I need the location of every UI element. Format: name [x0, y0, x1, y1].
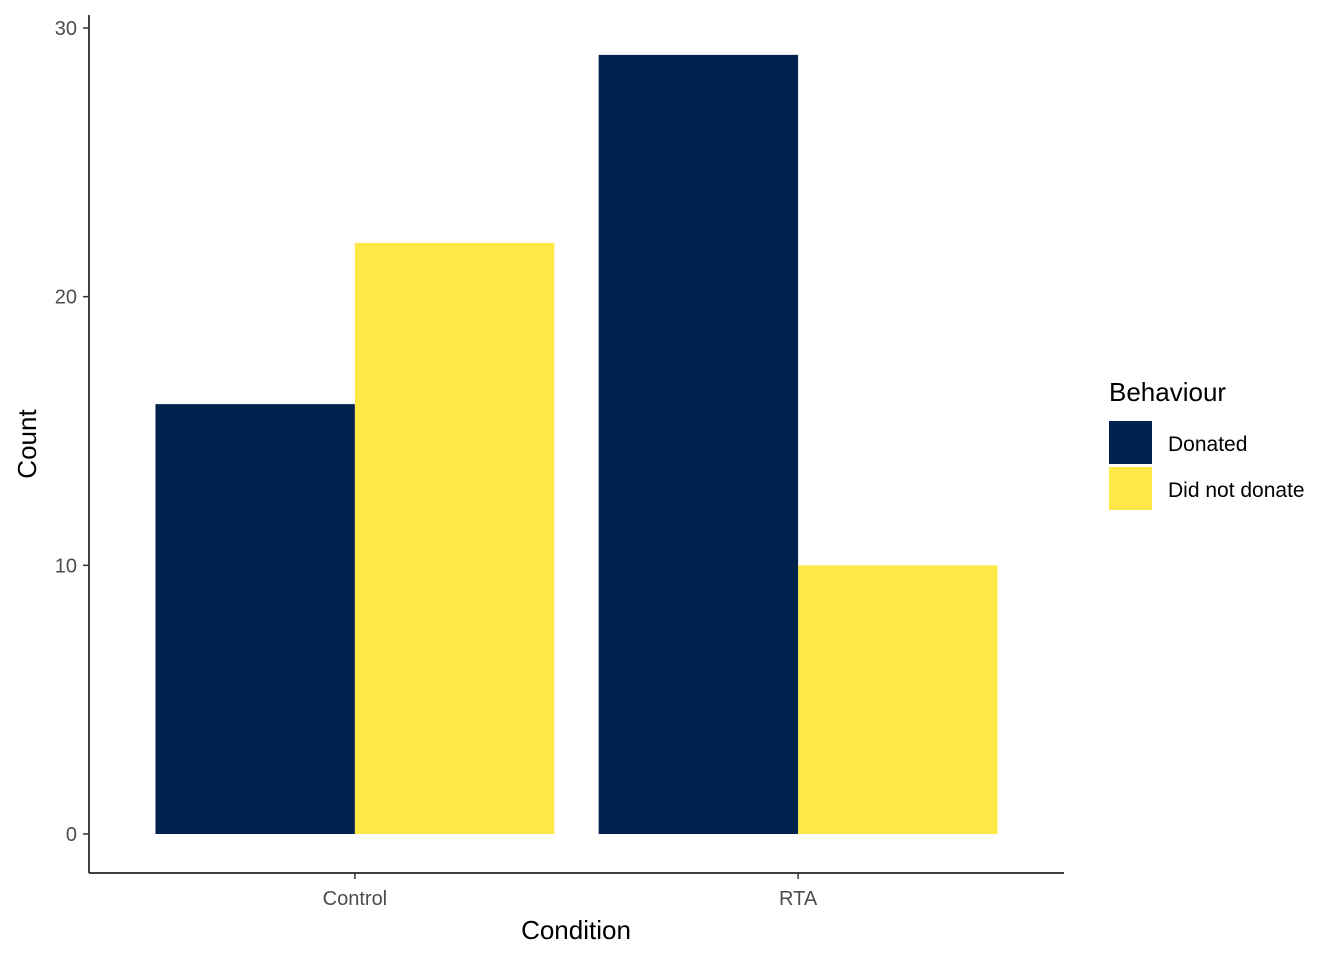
legend-key-donated: [1109, 421, 1152, 464]
legend-items: Donated Did not donate: [1109, 421, 1305, 510]
legend-label: Did not donate: [1168, 479, 1305, 502]
x-axis-title: Condition: [521, 915, 631, 945]
y-tick-label: 20: [55, 287, 77, 309]
bars-group: [155, 54, 998, 835]
x-ticks: Control RTA: [323, 873, 818, 910]
bar-rta-donated: [598, 54, 799, 835]
legend-label: Donated: [1168, 433, 1247, 456]
legend: Behaviour Donated Did not donate: [1109, 377, 1305, 510]
y-tick-label: 10: [55, 555, 77, 577]
x-tick-label: Control: [323, 888, 387, 910]
bar-control-donated: [155, 404, 355, 834]
y-axis-title: Count: [12, 409, 42, 479]
y-tick-label: 30: [55, 18, 77, 40]
legend-key-did-not-donate: [1109, 467, 1152, 510]
x-tick-label: RTA: [779, 888, 818, 910]
y-tick-label: 0: [66, 824, 77, 846]
y-ticks: 0 10 20 30: [55, 18, 89, 846]
legend-title: Behaviour: [1109, 377, 1226, 407]
bar-rta-did-not-donate: [798, 565, 998, 834]
bar-control-did-not-donate: [354, 242, 555, 834]
